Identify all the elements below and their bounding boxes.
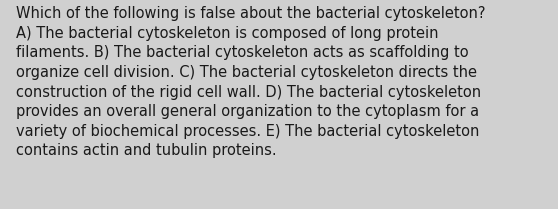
Text: Which of the following is false about the bacterial cytoskeleton?
A) The bacteri: Which of the following is false about th… [16, 6, 485, 158]
